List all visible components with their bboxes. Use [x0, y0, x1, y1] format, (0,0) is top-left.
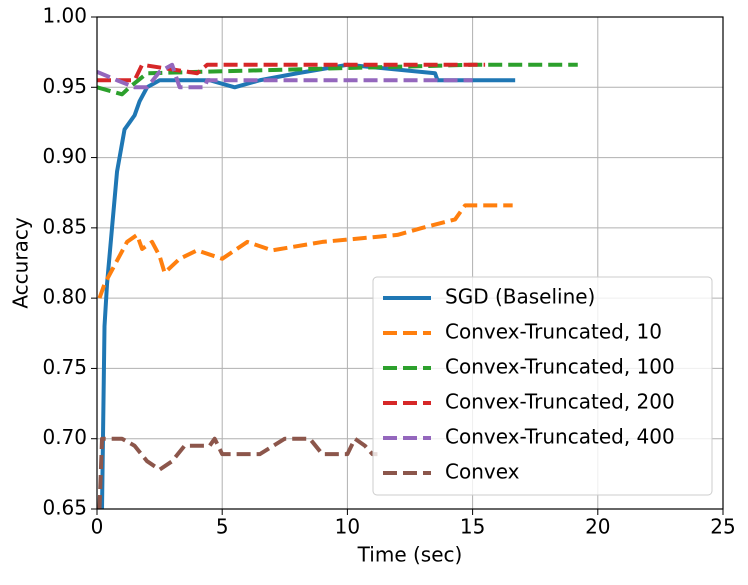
y-tick-label: 0.95 [42, 74, 87, 98]
series-line [97, 62, 578, 97]
legend-label: Convex-Truncated, 100 [445, 355, 675, 379]
y-tick-label: 0.70 [42, 425, 87, 449]
series-line [97, 62, 473, 90]
x-tick-label: 10 [335, 515, 360, 539]
series-line [97, 436, 378, 509]
y-tick-label: 1.00 [42, 4, 87, 28]
series-line [97, 203, 513, 299]
x-tick-label: 5 [216, 515, 229, 539]
x-tick-label: 25 [710, 515, 735, 539]
x-tick-label: 15 [460, 515, 485, 539]
x-axis-label: Time (sec) [357, 543, 463, 567]
y-tick-label: 0.85 [42, 214, 87, 238]
series-line [97, 62, 486, 83]
y-tick-label: 0.80 [42, 285, 87, 309]
y-tick-label: 0.75 [42, 355, 87, 379]
legend-box [372, 276, 713, 496]
legend-label: Convex [445, 460, 520, 484]
legend-label: SGD (Baseline) [445, 285, 595, 309]
plot-frame [96, 16, 724, 510]
x-tick-label: 0 [91, 515, 104, 539]
legend-label: Convex-Truncated, 400 [445, 425, 675, 449]
x-tick-label: 20 [585, 515, 610, 539]
y-tick-label: 0.65 [42, 496, 87, 520]
legend-label: Convex-Truncated, 10 [445, 320, 662, 344]
y-axis-label: Accuracy [9, 217, 33, 308]
legend-label: Convex-Truncated, 200 [445, 390, 675, 414]
y-tick-label: 0.90 [42, 144, 87, 168]
